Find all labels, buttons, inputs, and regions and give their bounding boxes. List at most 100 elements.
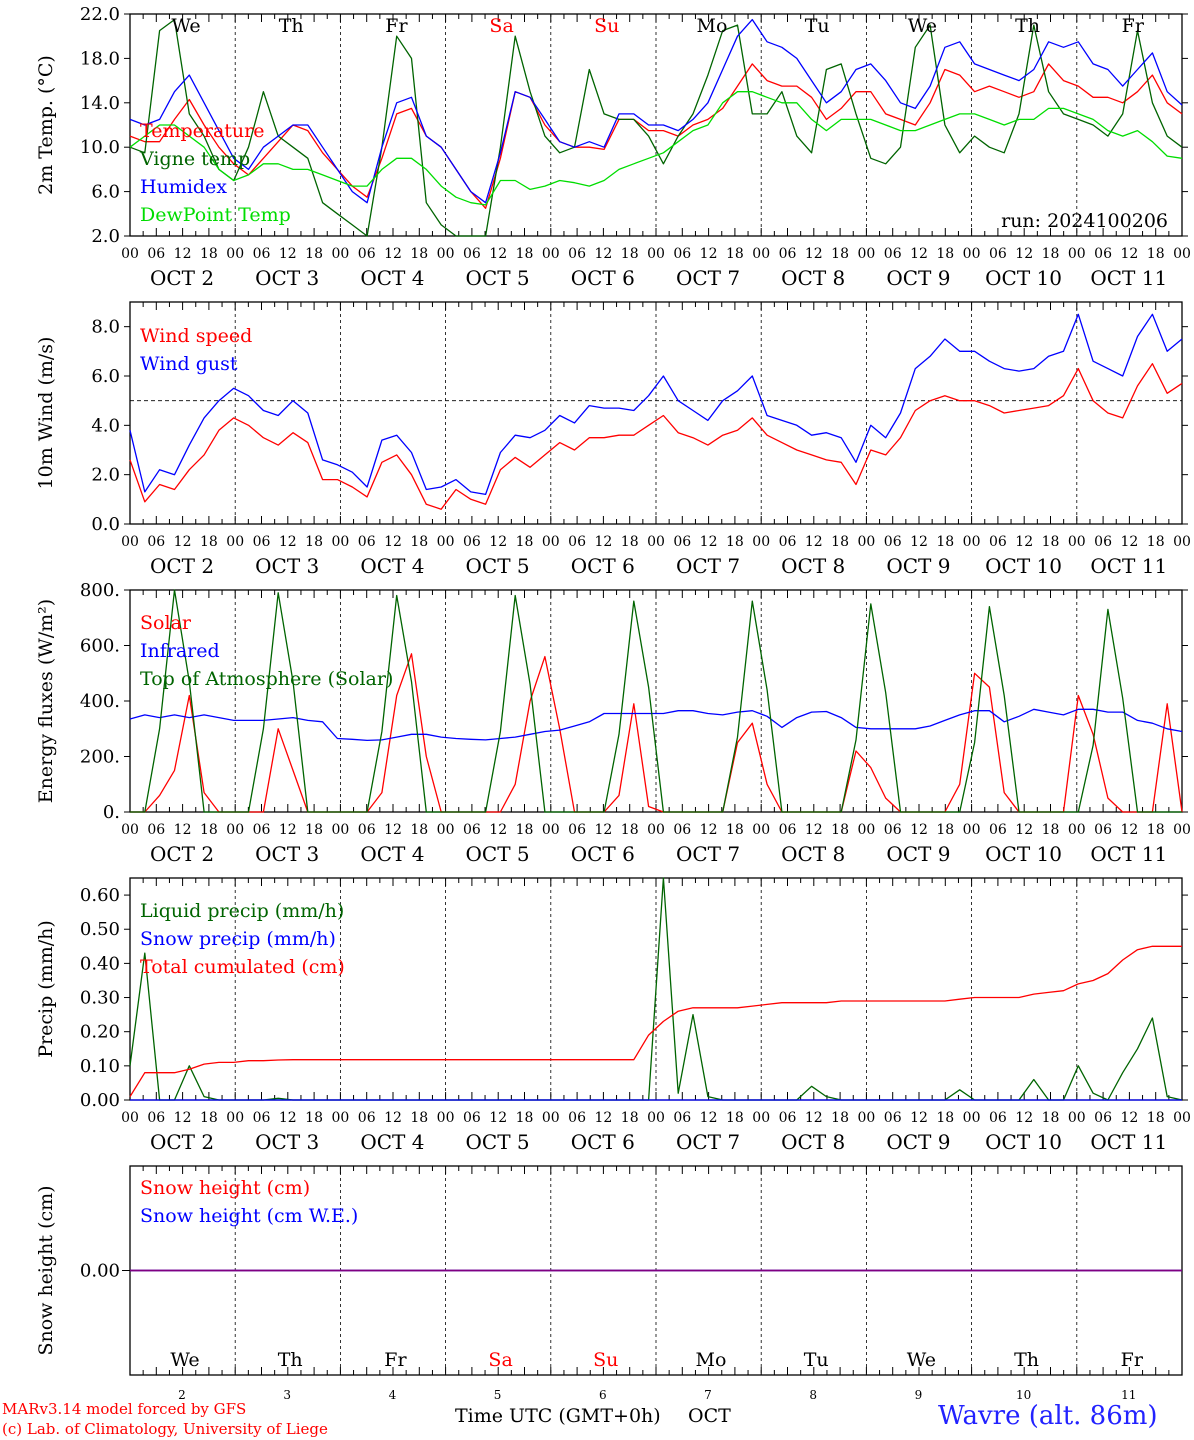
hour-tick-label: 06 [1094, 822, 1112, 838]
hour-tick-label: 12 [700, 1110, 718, 1126]
hour-tick-label: 12 [489, 1110, 507, 1126]
day-number-label: 9 [915, 1388, 923, 1402]
hour-tick-label: 00 [121, 1110, 139, 1126]
series-line-total-cumulated-cm- [129, 945, 1182, 1097]
hour-tick-label: 00 [437, 1110, 455, 1126]
hour-tick-label: 06 [147, 1110, 165, 1126]
hour-tick-label: 06 [673, 822, 691, 838]
y-tick-label: 200. [80, 747, 120, 768]
hour-tick-label: 00 [437, 534, 455, 550]
hour-tick-label: 18 [831, 534, 849, 550]
series-line-wind-speed [129, 363, 1183, 510]
date-label: OCT 6 [571, 1130, 635, 1154]
hour-tick-label: 00 [1068, 1110, 1086, 1126]
legend-entry: Wind gust [140, 353, 238, 375]
hour-tick-label: 06 [673, 246, 691, 262]
date-label: OCT 3 [255, 1130, 319, 1154]
hour-tick-label: 00 [963, 246, 981, 262]
hour-tick-label: 18 [936, 1110, 954, 1126]
hour-tick-label: 12 [174, 822, 192, 838]
hour-tick-label: 18 [1042, 1110, 1060, 1126]
hour-tick-label: 18 [516, 822, 534, 838]
hour-tick-label: 18 [936, 246, 954, 262]
day-of-week-label: Th [278, 1349, 303, 1371]
hour-tick-label: 12 [489, 822, 507, 838]
series-line-humidex [129, 18, 1183, 204]
day-number-label: 2 [178, 1388, 186, 1402]
date-label: OCT 4 [360, 1130, 424, 1154]
hour-tick-label: 18 [516, 1110, 534, 1126]
hour-tick-label: 06 [673, 534, 691, 550]
hour-tick-label: 06 [884, 822, 902, 838]
date-label: OCT 9 [886, 554, 950, 578]
hour-tick-label: 06 [779, 534, 797, 550]
legend-entry: Wind speed [140, 325, 252, 347]
hour-tick-label: 00 [437, 822, 455, 838]
hour-tick-label: 18 [831, 1110, 849, 1126]
date-label: OCT 3 [255, 266, 319, 290]
hour-tick-label: 06 [463, 246, 481, 262]
date-label: OCT 9 [886, 266, 950, 290]
day-of-week-label: Sa [489, 15, 513, 37]
hour-tick-label: 18 [621, 534, 639, 550]
date-label: OCT 11 [1090, 842, 1167, 866]
day-of-week-label: Su [594, 15, 619, 37]
legend-entry: Liquid precip (mm/h) [140, 900, 344, 922]
hour-tick-label: 18 [200, 534, 218, 550]
date-label: OCT 8 [781, 554, 845, 578]
hour-tick-label: 18 [305, 1110, 323, 1126]
hour-tick-label: 00 [857, 246, 875, 262]
hour-tick-label: 18 [621, 246, 639, 262]
day-of-week-label: Mo [696, 1349, 727, 1371]
y-tick-label: 4.0 [91, 415, 120, 436]
date-label: OCT 2 [150, 266, 214, 290]
hour-tick-label: 00 [542, 822, 560, 838]
series-line-solar [130, 653, 1183, 813]
hour-tick-label: 12 [279, 534, 297, 550]
month-label: OCT [688, 1405, 731, 1427]
legend-entry: Total cumulated (cm) [140, 956, 345, 978]
hour-tick-label: 06 [779, 246, 797, 262]
hour-tick-label: 06 [884, 534, 902, 550]
y-tick-label: 400. [80, 691, 120, 712]
panel-precip: 0.00 0.10 0.20 0.30 0.40 0.50 0.60 Precip (mm/h… [35, 877, 1191, 1154]
hour-tick-label: 00 [752, 1110, 770, 1126]
hour-tick-label: 06 [253, 1110, 271, 1126]
hour-tick-label: 12 [700, 246, 718, 262]
date-label: OCT 11 [1090, 266, 1167, 290]
y-tick-label: 0.0 [91, 514, 120, 535]
panel-wind: 0.0 2.0 4.0 6.0 8.0 10m Wind (m/s) Wind speed W… [35, 301, 1191, 578]
hour-tick-label: 12 [805, 246, 823, 262]
date-label: OCT 7 [676, 554, 740, 578]
hour-tick-label: 12 [279, 1110, 297, 1126]
day-of-week-label: We [171, 15, 200, 37]
hour-tick-label: 00 [1068, 822, 1086, 838]
hour-tick-label: 06 [989, 534, 1007, 550]
legend-entry: DewPoint Temp [140, 204, 291, 226]
hour-tick-label: 06 [568, 1110, 586, 1126]
hour-tick-label: 12 [1120, 534, 1138, 550]
hour-tick-label: 18 [1147, 534, 1165, 550]
y-tick-label: 600. [80, 636, 120, 657]
hour-tick-label: 12 [805, 534, 823, 550]
date-label: OCT 5 [466, 266, 530, 290]
hour-tick-label: 06 [253, 822, 271, 838]
lab-credit: (c) Lab. of Climatology, University of L… [2, 1420, 328, 1438]
hour-tick-label: 12 [489, 534, 507, 550]
day-of-week-label: We [908, 15, 937, 37]
date-label: OCT 10 [985, 842, 1062, 866]
y-tick-label: 14.0 [80, 93, 120, 114]
hour-tick-label: 12 [1015, 534, 1033, 550]
series-line-top-of-atmosphere-solar- [130, 589, 1182, 813]
date-label: OCT 7 [676, 842, 740, 866]
hour-tick-label: 06 [779, 1110, 797, 1126]
day-of-week-label: We [170, 1349, 199, 1371]
hour-tick-label: 06 [989, 1110, 1007, 1126]
hour-tick-label: 00 [226, 822, 244, 838]
hour-tick-label: 00 [857, 822, 875, 838]
series-line-dewpoint-temp [129, 91, 1183, 206]
day-of-week-label: We [907, 1349, 936, 1371]
y-tick-label: 0.20 [80, 1022, 120, 1043]
hour-tick-label: 12 [1015, 246, 1033, 262]
hour-tick-label: 18 [410, 1110, 428, 1126]
